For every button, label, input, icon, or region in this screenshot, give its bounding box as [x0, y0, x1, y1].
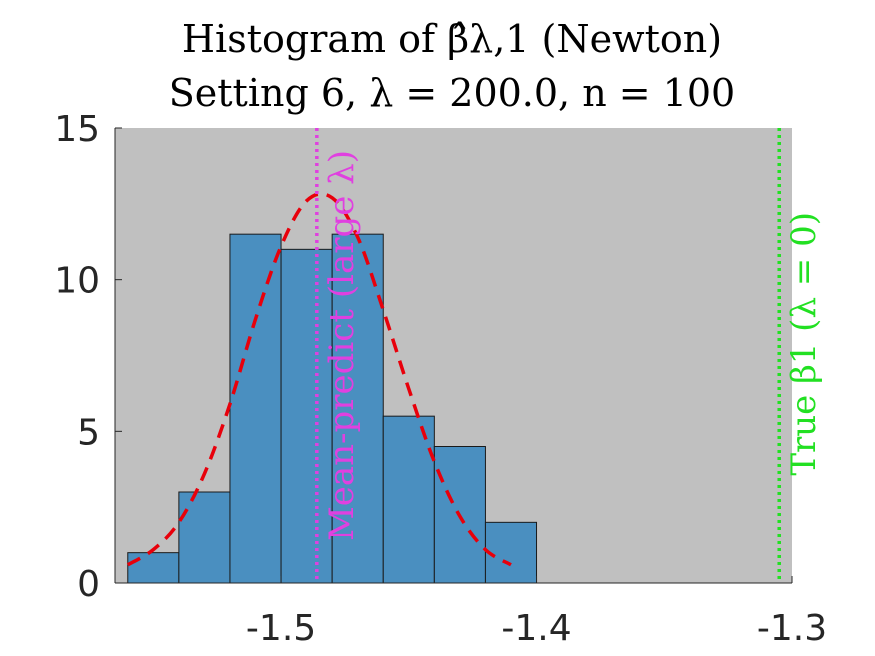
y-tick-label: 10	[54, 261, 100, 302]
y-tick-label: 0	[77, 564, 100, 605]
density-curve	[126, 192, 512, 567]
histogram-bar	[178, 491, 231, 584]
chart-title-line-2: Setting 6, λ = 200.0, n = 100	[169, 71, 735, 115]
y-tick-label: 15	[54, 109, 100, 150]
histogram-bar	[382, 415, 435, 584]
histogram-bar	[229, 233, 282, 584]
x-tick-label: -1.4	[501, 608, 571, 649]
x-tick-label: -1.3	[757, 608, 827, 649]
true-beta-label: True β1 (λ = 0)	[784, 212, 824, 476]
reference-lines: Mean-predict (large λ) True β1 (λ = 0)	[315, 128, 824, 583]
y-tick-label: 5	[77, 412, 100, 453]
axes: -1.5 -1.4 -1.3 0 5 10 15	[54, 109, 827, 649]
histogram-bar	[484, 521, 538, 584]
histogram-bar	[127, 552, 180, 584]
histogram-bar	[280, 248, 333, 584]
chart-title-line-1: Histogram of β̂λ,1 (Newton)	[182, 17, 722, 61]
mean-predict-label: Mean-predict (large λ)	[322, 150, 362, 541]
x-tick-label: -1.5	[246, 608, 316, 649]
